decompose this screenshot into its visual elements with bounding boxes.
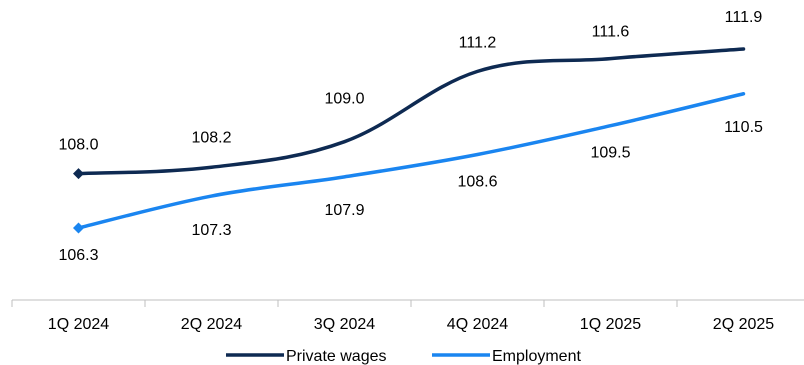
x-tick-label: 4Q 2024	[447, 316, 508, 333]
legend-label-private-wages: Private wages	[286, 348, 387, 365]
data-label-employment: 106.3	[58, 247, 98, 264]
series-marker-private-wages	[73, 168, 84, 180]
data-label-private-wages: 111.6	[592, 24, 630, 41]
data-label-employment: 107.9	[324, 202, 364, 219]
x-tick-label: 1Q 2025	[580, 316, 641, 333]
data-label-employment: 109.5	[590, 145, 630, 162]
series-marker-employment	[73, 222, 84, 234]
data-label-private-wages: 109.0	[324, 91, 364, 108]
x-tick-label: 2Q 2025	[713, 316, 774, 333]
data-label-private-wages: 108.2	[191, 129, 231, 146]
data-label-private-wages: 111.2	[459, 34, 497, 51]
data-label-private-wages: 111.9	[725, 9, 763, 26]
data-label-private-wages: 108.0	[58, 137, 98, 154]
data-label-employment: 108.6	[457, 173, 497, 190]
data-labels: 108.0 108.2 109.0 111.2 111.6 111.9 106.3 107.3…	[58, 9, 763, 264]
x-tick-label: 1Q 2024	[48, 316, 109, 333]
x-axis: 1Q 2024 2Q 2024 3Q 2024 4Q 2024 1Q 2025 2Q 20…	[11, 299, 804, 333]
series-line-private-wages	[76, 47, 746, 176]
data-label-employment: 107.3	[191, 222, 231, 239]
legend: Private wages Employment	[226, 348, 581, 365]
x-tick-label: 2Q 2024	[181, 316, 242, 333]
data-label-employment: 110.5	[724, 119, 763, 136]
legend-label-employment: Employment	[492, 348, 581, 365]
series-line-employment	[76, 92, 746, 230]
series-layer	[73, 47, 746, 234]
x-tick-label: 3Q 2024	[314, 316, 375, 333]
